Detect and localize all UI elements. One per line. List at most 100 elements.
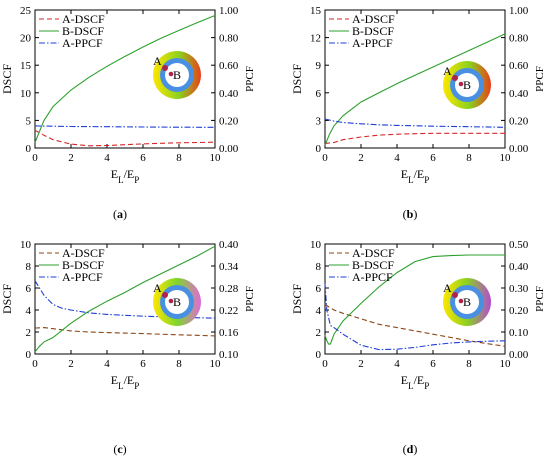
x-tick-label: 10	[210, 358, 222, 370]
ring-inset: AB	[153, 278, 201, 326]
point-a-label: A	[153, 281, 162, 295]
plot-frame	[324, 9, 506, 149]
y-left-tick-label: 6	[26, 283, 32, 295]
plot-frame	[34, 9, 216, 149]
point-b-marker	[168, 298, 174, 304]
inner-ring	[165, 290, 189, 314]
panel-label: (c)	[113, 442, 126, 456]
series-line-a-ppcf	[324, 118, 506, 128]
y-right-axis-label: PPCF	[534, 66, 546, 92]
panel-b: 0 2 4 6 8 10 0 3 6 9 12 15 0.00 0.20 0.40 0.60 0.80 1.00 E…	[290, 5, 546, 221]
y-right-axis-label: PPCF	[244, 286, 256, 312]
x-tick-label: 10	[500, 152, 512, 164]
series-line-a-dscf	[324, 132, 505, 144]
point-b-marker	[458, 298, 464, 304]
y-left-tick-label: 2	[26, 327, 32, 339]
y-right-tick-label: 0.30	[509, 283, 529, 295]
y-left-tick-label: 10	[20, 239, 32, 251]
y-left-tick-label: 20	[20, 33, 32, 45]
y-left-axis-label: DSCF	[0, 284, 14, 314]
y-left-tick-label: 0	[316, 349, 322, 361]
y-right-tick-label: 0.22	[219, 305, 238, 317]
legend-label: B-DSCF	[352, 258, 394, 272]
panel-label: (d)	[403, 442, 418, 456]
legend-label: A-DSCF	[62, 246, 105, 260]
inner-ring	[165, 63, 189, 87]
legend-label: A-DSCF	[352, 246, 395, 260]
y-left-tick-label: 8	[26, 261, 32, 273]
point-b-label: B	[173, 295, 181, 309]
y-left-tick-label: 2	[316, 327, 322, 339]
y-right-tick-label: 1.00	[219, 5, 239, 17]
x-tick-label: 6	[140, 152, 146, 164]
inner-ring	[455, 290, 479, 314]
y-right-tick-label: 0.10	[219, 349, 239, 361]
y-right-tick-label: 0.20	[509, 305, 529, 317]
y-left-tick-label: 5	[26, 115, 32, 127]
point-b-marker	[458, 81, 464, 87]
series-line-a-dscf	[34, 129, 216, 147]
y-left-tick-label: 0	[26, 349, 32, 361]
y-right-tick-label: 1.00	[509, 5, 529, 17]
y-right-tick-label: 0.80	[219, 33, 239, 45]
y-right-tick-label: 0.20	[219, 115, 239, 127]
y-left-tick-label: 25	[20, 5, 32, 17]
x-tick-label: 0	[322, 152, 328, 164]
y-left-tick-label: 15	[310, 5, 322, 17]
x-tick-label: 2	[358, 358, 364, 370]
y-left-tick-label: 10	[20, 88, 32, 100]
x-axis-label: EL/EP	[401, 373, 430, 391]
legend-label: A-PPCF	[62, 36, 103, 50]
x-tick-label: 6	[140, 358, 146, 370]
x-tick-label: 4	[394, 152, 400, 164]
x-tick-label: 4	[394, 358, 400, 370]
y-left-tick-label: 10	[310, 239, 322, 251]
y-right-tick-label: 0.60	[509, 60, 529, 72]
point-b-label: B	[463, 78, 471, 92]
point-a-marker	[452, 292, 458, 298]
x-axis-label: EL/EP	[111, 373, 140, 391]
y-right-tick-label: 0.40	[219, 88, 239, 100]
x-tick-label: 8	[466, 152, 472, 164]
legend-label: A-PPCF	[352, 36, 393, 50]
series-line-b-dscf	[34, 245, 216, 353]
series-line-b-dscf	[34, 14, 216, 143]
point-a-label: A	[443, 64, 452, 78]
y-right-tick-label: 0.00	[509, 349, 529, 361]
x-tick-label: 8	[176, 358, 182, 370]
y-left-axis-label: DSCF	[0, 64, 14, 94]
point-a-marker	[162, 65, 168, 71]
y-left-tick-label: 0	[26, 143, 32, 155]
y-right-tick-label: 0.20	[509, 115, 529, 127]
point-a-label: A	[153, 54, 162, 68]
legend-label: A-DSCF	[352, 12, 395, 26]
inner-ring	[455, 73, 479, 97]
y-right-tick-label: 0.28	[219, 283, 239, 295]
y-left-tick-label: 4	[26, 305, 32, 317]
legend-label: A-DSCF	[62, 12, 105, 26]
y-left-tick-label: 0	[316, 143, 322, 155]
ring-inset: AB	[153, 51, 201, 99]
plot-frame	[324, 243, 506, 355]
x-tick-label: 6	[430, 152, 436, 164]
series-line-a-dscf	[324, 304, 506, 347]
y-left-tick-label: 4	[316, 305, 322, 317]
ring-inset: AB	[443, 61, 491, 109]
y-right-tick-label: 0.00	[219, 143, 239, 155]
point-a-marker	[162, 292, 168, 298]
ring-inset: AB	[443, 278, 491, 326]
y-right-axis-label: PPCF	[534, 286, 546, 312]
y-right-axis-label: PPCF	[244, 66, 256, 92]
point-b-label: B	[173, 68, 181, 82]
y-left-axis-label: DSCF	[290, 64, 304, 94]
y-left-axis-label: DSCF	[290, 284, 304, 314]
panel-a: 0 2 4 6 8 10 0 5 10 15 20 25 0.00 0.20 0.40 0.60 0.80 1.0…	[0, 5, 256, 221]
y-right-tick-label: 0.80	[509, 33, 529, 45]
legend-label: B-DSCF	[62, 258, 104, 272]
panel-c: 0 2 4 6 8 1002468100.100.160.220.280.340.40EL…	[0, 239, 256, 456]
y-right-tick-label: 0.16	[219, 327, 239, 339]
panel-label: (b)	[403, 207, 418, 221]
y-left-tick-label: 9	[316, 60, 322, 72]
